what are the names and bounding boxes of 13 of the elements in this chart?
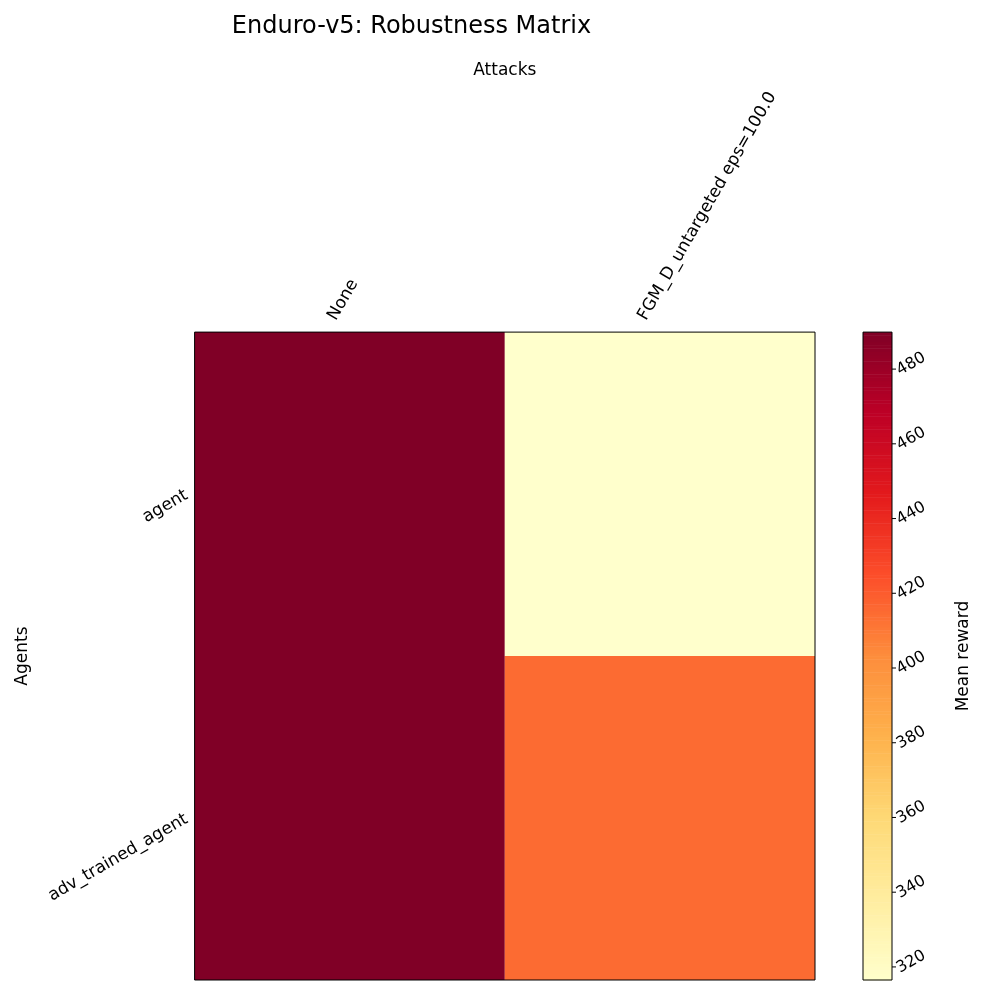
color-bar-label: 480: [892, 346, 929, 379]
color-bar-title: Mean reward: [952, 600, 973, 712]
chart-title: Enduro-v5: Robustness Matrix: [231, 10, 592, 39]
color-bar-label: 460: [892, 421, 929, 454]
color-bar-label: 380: [892, 720, 929, 753]
y-axis-title: Agents: [10, 626, 31, 686]
x-axis-title: Attacks: [473, 59, 537, 80]
color-bar-label: 320: [892, 944, 929, 977]
color-bar-label: 440: [892, 496, 929, 529]
color-bar-label: 340: [892, 870, 929, 902]
color-bar-label: 400: [892, 645, 929, 678]
color-bar-label: 360: [892, 795, 929, 828]
color-bar-label: 420: [892, 571, 929, 603]
